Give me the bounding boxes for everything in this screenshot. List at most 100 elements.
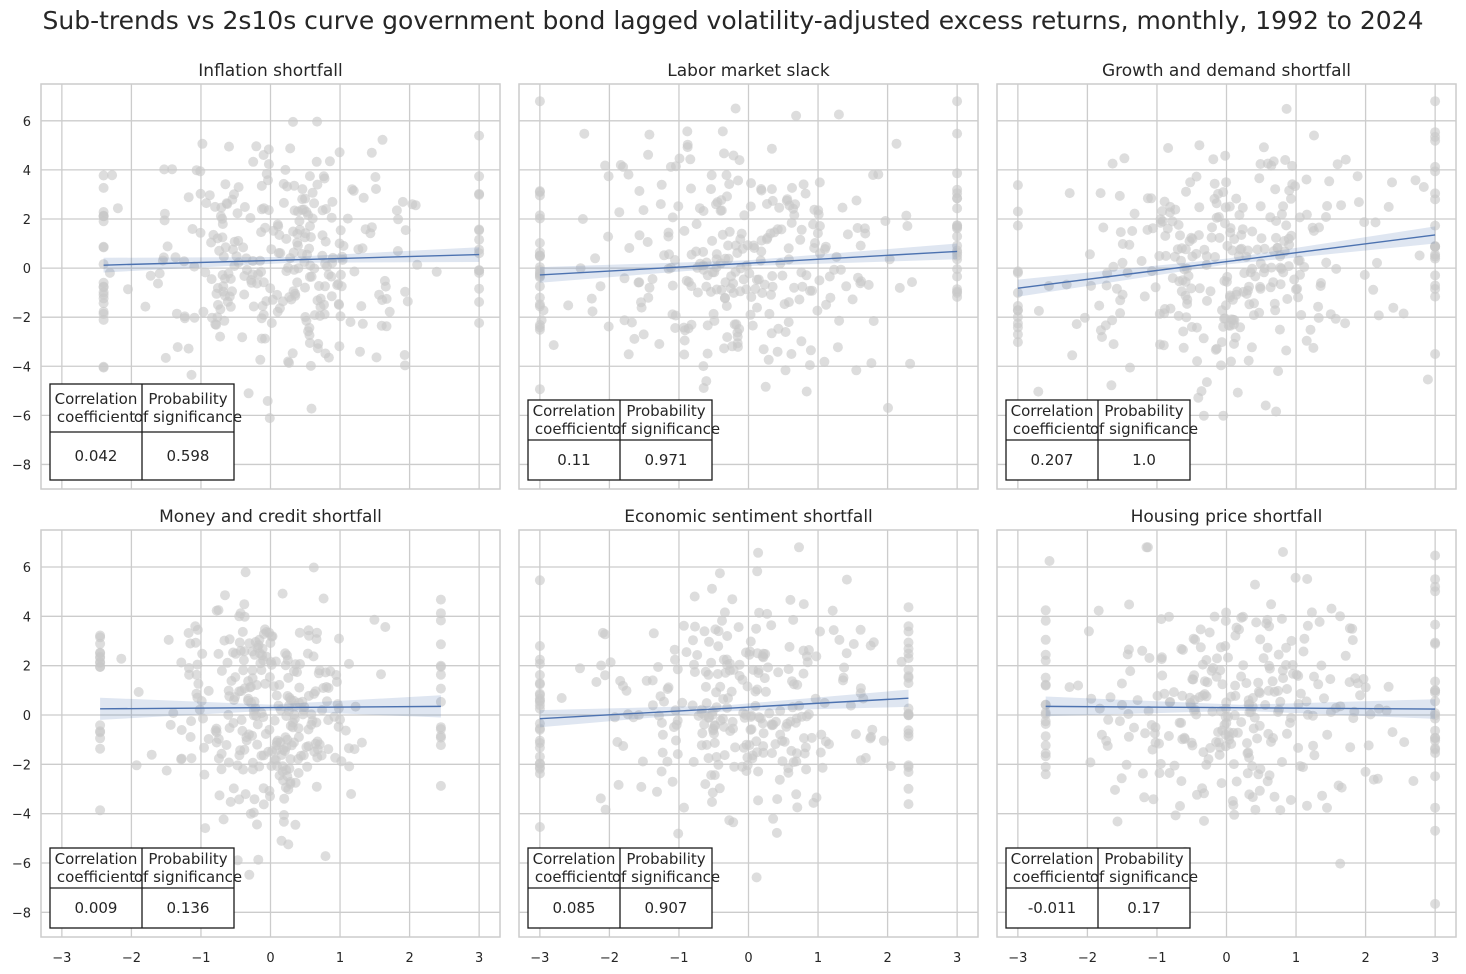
scatter-point: [605, 657, 616, 668]
scatter-point: [204, 190, 215, 201]
scatter-point: [384, 306, 395, 317]
scatter-point: [1176, 776, 1187, 787]
scatter-point: [98, 289, 109, 300]
scatter-point: [312, 116, 323, 127]
scatter-point: [1316, 660, 1327, 671]
scatter-point: [1269, 298, 1280, 309]
scatter-point: [1107, 315, 1118, 326]
scatter-point: [1314, 222, 1324, 233]
scatter-point: [814, 275, 825, 286]
scatter-point: [1221, 718, 1232, 728]
scatter-point: [1033, 386, 1044, 397]
scatter-point: [952, 168, 963, 179]
scatter-point: [1232, 387, 1243, 398]
scatter-point: [184, 669, 195, 680]
scatter-point: [1430, 898, 1441, 909]
scatter-point: [732, 327, 743, 338]
scatter-point: [1294, 212, 1305, 223]
scatter-point: [634, 186, 645, 196]
scatter-point: [322, 696, 332, 707]
scatter-point: [1359, 217, 1370, 228]
scatter-point: [600, 160, 611, 171]
scatter-point: [185, 732, 196, 742]
panel-title: Labor market slack: [667, 61, 830, 81]
scatter-point: [1155, 214, 1166, 225]
scatter-point: [474, 244, 485, 255]
scatter-point: [1206, 232, 1217, 243]
scatter-point: [644, 282, 655, 293]
scatter-point: [828, 625, 839, 636]
scatter-point: [304, 630, 314, 641]
scatter-point: [534, 742, 545, 753]
scatter-point: [707, 797, 717, 807]
scatter-point: [308, 651, 319, 662]
scatter-point: [903, 664, 914, 675]
scatter-point: [596, 660, 607, 671]
scatter-point: [1157, 670, 1168, 681]
scatter-point: [98, 308, 109, 319]
scatter-point: [214, 790, 225, 801]
scatter-point: [1430, 687, 1441, 698]
scatter-point: [1273, 366, 1284, 377]
scatter-point: [161, 765, 172, 776]
scatter-point: [1236, 612, 1247, 623]
scatter-point: [907, 277, 917, 288]
y-tick-label: −2: [12, 311, 31, 326]
scatter-point: [288, 286, 299, 297]
scatter-point: [768, 719, 779, 730]
scatter-point: [1127, 226, 1138, 236]
scatter-point: [721, 654, 732, 665]
scatter-point: [366, 147, 377, 158]
scatter-point: [258, 799, 269, 810]
scatter-point: [772, 346, 783, 357]
scatter-point: [392, 246, 403, 256]
scatter-point: [307, 187, 318, 198]
scatter-point: [179, 313, 190, 324]
scatter-point: [326, 291, 337, 302]
scatter-point: [1301, 174, 1312, 185]
scatter-point: [280, 164, 291, 175]
scatter-point: [1262, 614, 1273, 625]
scatter-point: [885, 761, 896, 772]
scatter-point: [356, 301, 367, 312]
scatter-point: [1331, 263, 1342, 274]
table-header-text: Correlation: [55, 850, 138, 868]
scatter-point: [1216, 778, 1227, 789]
scatter-point: [288, 695, 299, 706]
scatter-point: [775, 705, 786, 716]
scatter-point: [1226, 739, 1237, 749]
scatter-point: [1290, 572, 1301, 583]
scatter-point: [1388, 302, 1399, 313]
scatter-point: [1281, 345, 1292, 356]
scatter-point: [629, 333, 640, 344]
scatter-point: [678, 322, 689, 333]
scatter-point: [311, 156, 322, 167]
scatter-point: [764, 708, 775, 719]
scatter-point: [689, 659, 699, 670]
scatter-point: [726, 686, 737, 697]
scatter-point: [1301, 696, 1312, 707]
y-tick-label: 6: [23, 115, 31, 130]
scatter-point: [825, 292, 836, 303]
scatter-point: [673, 828, 684, 839]
scatter-point: [1176, 717, 1187, 728]
scatter-point: [1309, 750, 1320, 761]
scatter-point: [206, 274, 217, 285]
table-header-text: of significance: [134, 408, 242, 426]
scatter-point: [880, 216, 891, 226]
scatter-point: [670, 654, 680, 665]
scatter-point: [732, 341, 743, 352]
scatter-point: [1430, 166, 1441, 177]
scatter-point: [1344, 623, 1355, 634]
scatter-point: [1103, 714, 1114, 725]
scatter-point: [304, 243, 315, 254]
scatter-point: [815, 626, 825, 637]
scatter-point: [534, 213, 545, 224]
scatter-point: [1281, 220, 1292, 231]
scatter-point: [722, 191, 732, 202]
scatter-point: [305, 221, 315, 232]
scatter-point: [431, 266, 442, 277]
scatter-point: [724, 179, 735, 190]
scatter-point: [1262, 158, 1273, 169]
scatter-point: [140, 301, 151, 312]
